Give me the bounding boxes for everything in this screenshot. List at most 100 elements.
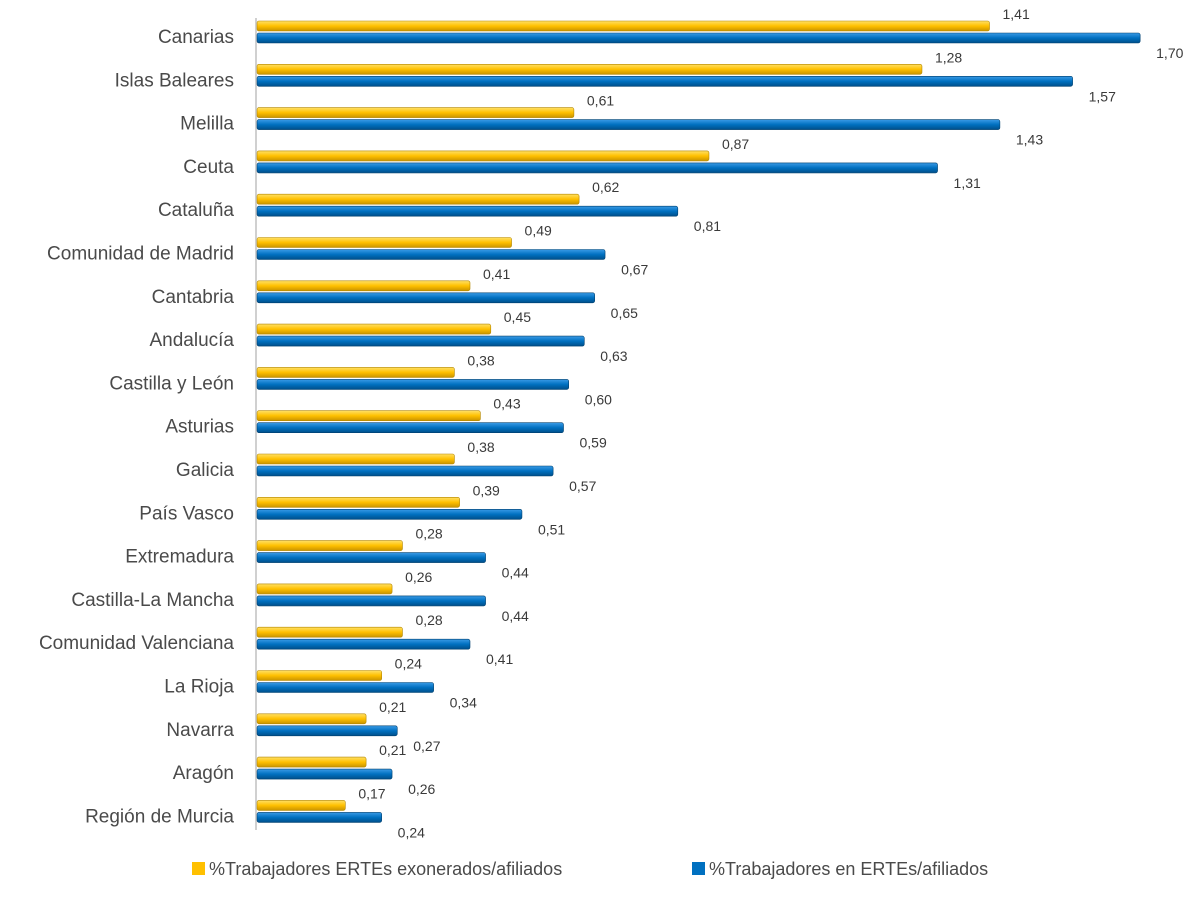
bar-exonerados xyxy=(256,670,382,681)
value-label-exonerados: 0,28 xyxy=(415,612,442,628)
bar-exonerados xyxy=(256,193,580,205)
category-label: Galicia xyxy=(176,460,235,481)
value-label-exonerados: 1,41 xyxy=(1002,6,1029,22)
value-label-ertes: 0,63 xyxy=(600,348,627,364)
value-label-exonerados: 0,43 xyxy=(493,396,520,412)
value-label-ertes: 0,27 xyxy=(413,738,440,754)
bar-exonerados xyxy=(256,64,923,75)
value-label-ertes: 0,59 xyxy=(580,435,607,451)
bar-exonerados xyxy=(256,150,710,162)
value-label-ertes: 0,51 xyxy=(538,521,565,537)
category-label: Melilla xyxy=(180,114,234,135)
bar-exonerados xyxy=(256,540,403,551)
category-label: País Vasco xyxy=(139,503,234,524)
bar-ertes xyxy=(256,249,606,260)
category-label: Región de Murcia xyxy=(85,806,234,827)
bar-ertes xyxy=(256,162,938,174)
bar-ertes xyxy=(256,422,564,434)
value-label-exonerados: 0,45 xyxy=(504,309,531,325)
value-label-ertes: 0,26 xyxy=(408,781,435,797)
labels-layer: Canarias 1,41 1,70 Islas Baleares 1,28 1,57 Me… xyxy=(39,6,1184,840)
value-label-ertes: 0,67 xyxy=(621,262,648,278)
bar-exonerados xyxy=(256,237,512,248)
legend-swatch-ertes xyxy=(692,862,705,875)
category-label: Cataluña xyxy=(158,200,234,221)
bar-ertes xyxy=(256,595,486,607)
bar-exonerados xyxy=(256,496,460,508)
value-label-ertes: 1,70 xyxy=(1156,45,1183,61)
category-label: Ceuta xyxy=(183,157,234,178)
value-label-exonerados: 0,49 xyxy=(525,223,552,239)
value-label-exonerados: 0,28 xyxy=(415,526,442,542)
bar-exonerados xyxy=(256,756,367,768)
value-label-exonerados: 0,39 xyxy=(473,482,500,498)
bars-layer xyxy=(256,20,1141,823)
value-label-exonerados: 0,38 xyxy=(467,439,494,455)
value-label-ertes: 0,44 xyxy=(502,565,529,581)
bar-ertes xyxy=(256,508,523,520)
bar-ertes xyxy=(256,638,471,650)
value-label-exonerados: 1,28 xyxy=(935,49,962,65)
bar-exonerados xyxy=(256,107,575,118)
value-label-exonerados: 0,21 xyxy=(379,742,406,758)
bar-exonerados xyxy=(256,323,492,335)
bar-exonerados xyxy=(256,453,455,465)
category-label: Comunidad Valenciana xyxy=(39,633,234,654)
legend-swatch-exonerados xyxy=(192,862,205,875)
legend-label-ertes: %Trabajadores en ERTEs/afiliados xyxy=(709,859,988,879)
bar-ertes xyxy=(256,812,382,823)
bar-ertes xyxy=(256,682,434,693)
bar-ertes xyxy=(256,725,398,737)
value-label-exonerados: 0,41 xyxy=(483,266,510,282)
category-label: Cantabria xyxy=(152,287,235,308)
value-label-ertes: 0,81 xyxy=(694,218,721,234)
bar-exonerados xyxy=(256,410,481,422)
category-label: Canarias xyxy=(158,27,234,48)
legend-label-exonerados: %Trabajadores ERTEs exonerados/afiliados xyxy=(209,859,562,879)
bar-ertes xyxy=(256,768,393,780)
bar-ertes xyxy=(256,292,595,304)
value-label-ertes: 0,57 xyxy=(569,478,596,494)
value-label-ertes: 0,34 xyxy=(450,695,477,711)
value-label-exonerados: 0,87 xyxy=(722,136,749,152)
bar-ertes xyxy=(256,379,570,390)
bar-ertes xyxy=(256,205,679,217)
bar-exonerados xyxy=(256,367,455,378)
legend: %Trabajadores ERTEs exonerados/afiliados… xyxy=(192,859,988,879)
value-label-ertes: 1,31 xyxy=(954,175,981,191)
bar-ertes xyxy=(256,335,585,347)
bar-exonerados xyxy=(256,20,990,32)
value-label-exonerados: 0,21 xyxy=(379,699,406,715)
bar-ertes xyxy=(256,32,1141,44)
value-label-ertes: 0,65 xyxy=(611,305,638,321)
category-label: Comunidad de Madrid xyxy=(47,244,234,265)
value-label-exonerados: 0,62 xyxy=(592,179,619,195)
bar-exonerados xyxy=(256,583,393,595)
value-label-ertes: 0,24 xyxy=(398,824,425,840)
bar-ertes xyxy=(256,552,486,563)
bar-exonerados xyxy=(256,280,471,292)
category-label: Extremadura xyxy=(125,547,234,568)
value-label-exonerados: 0,26 xyxy=(405,569,432,585)
bar-ertes xyxy=(256,119,1001,130)
category-label: Navarra xyxy=(166,720,234,741)
value-label-exonerados: 0,38 xyxy=(467,352,494,368)
category-label: Islas Baleares xyxy=(115,70,234,91)
value-label-ertes: 1,43 xyxy=(1016,132,1043,148)
category-label: Castilla y León xyxy=(109,373,234,394)
bar-exonerados xyxy=(256,800,346,811)
value-label-ertes: 0,44 xyxy=(502,608,529,624)
value-label-ertes: 0,41 xyxy=(486,651,513,667)
category-label: Aragón xyxy=(173,763,234,784)
bar-ertes xyxy=(256,465,554,477)
category-label: Andalucía xyxy=(149,330,234,351)
bar-exonerados xyxy=(256,713,367,725)
category-label: Asturias xyxy=(165,417,234,438)
bar-ertes xyxy=(256,76,1073,87)
category-label: Castilla-La Mancha xyxy=(71,590,234,611)
category-label: La Rioja xyxy=(164,677,234,698)
value-label-exonerados: 0,17 xyxy=(358,785,385,801)
value-label-exonerados: 0,24 xyxy=(395,656,422,672)
